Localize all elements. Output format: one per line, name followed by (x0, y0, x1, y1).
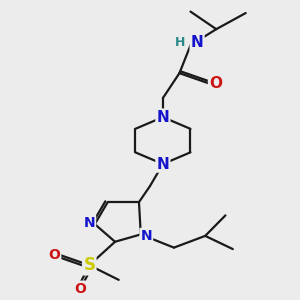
Text: H: H (175, 36, 185, 50)
Text: S: S (83, 256, 95, 274)
Text: N: N (191, 35, 203, 50)
Text: N: N (157, 157, 169, 172)
Text: N: N (83, 216, 95, 230)
Text: N: N (140, 229, 152, 243)
Text: O: O (209, 76, 222, 91)
Text: N: N (157, 110, 169, 124)
Text: O: O (48, 248, 60, 262)
Text: O: O (74, 282, 86, 296)
